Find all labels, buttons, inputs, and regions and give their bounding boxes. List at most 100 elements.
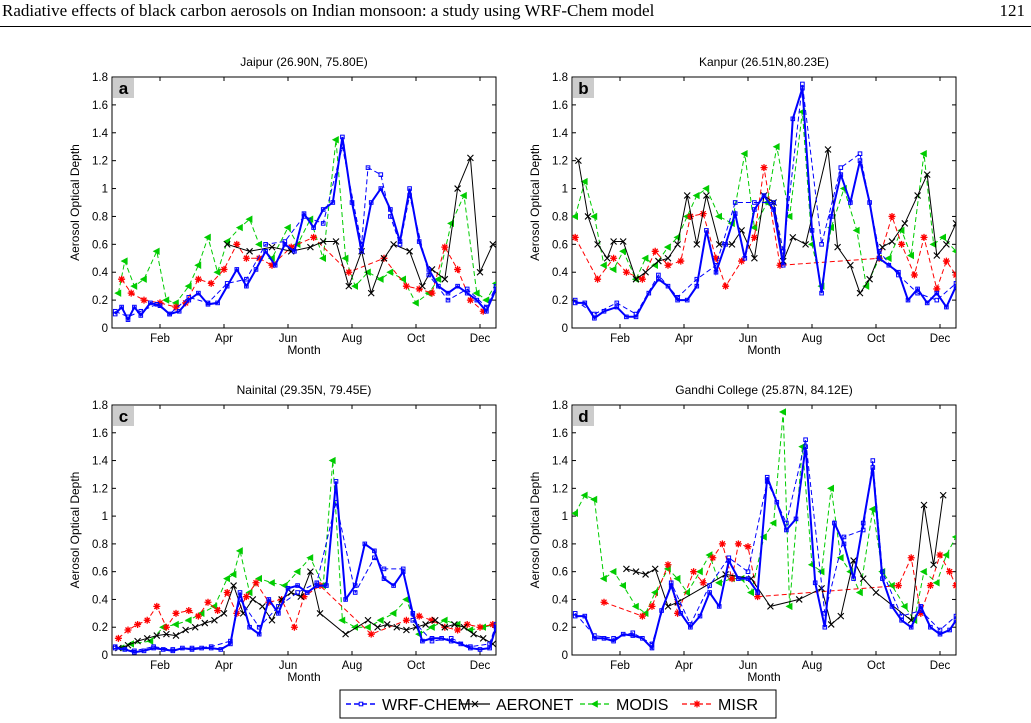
wrf-chem-point [780, 249, 786, 254]
x-axis-label: Month [747, 670, 780, 684]
misr-point [466, 296, 474, 304]
modis-point [951, 534, 956, 540]
aeronet-point [476, 268, 484, 276]
wrf-chem-point [208, 644, 214, 649]
wrf-chem-point [180, 645, 185, 651]
aeronet-point [728, 240, 736, 248]
wrf-chem-point [493, 624, 496, 630]
wrf-chem-point [301, 214, 307, 219]
legend-label-aeronet: AERONET [496, 697, 574, 714]
modis-point [580, 177, 588, 186]
wrf-chem-point [359, 249, 364, 254]
y-tick-label: 0.6 [92, 567, 108, 579]
aeronet-point [632, 275, 640, 283]
modis-point [855, 588, 863, 597]
wrf-chem-point [234, 267, 240, 272]
modis-point [341, 254, 349, 262]
wrf-chem-point [694, 276, 700, 282]
wrf-chem-point [848, 200, 853, 205]
wrf-chem-point [838, 165, 844, 170]
misr-point [268, 261, 276, 269]
y-tick-label: 0 [102, 650, 108, 662]
aeronet-point [342, 630, 349, 638]
wrf-chem-point [237, 597, 243, 602]
misr-point [223, 589, 231, 596]
wrf-chem-point [649, 645, 655, 651]
y-tick-label: 1.6 [552, 428, 568, 440]
x-axis-label: Month [747, 343, 780, 357]
aeronet-point [268, 616, 276, 624]
modis-point [434, 275, 442, 283]
wrf-chem-point [915, 286, 920, 292]
misr-point [207, 279, 215, 287]
x-tick-label: Aug [802, 660, 822, 672]
aeronet-point [859, 575, 867, 582]
wrf-chem-point [752, 200, 757, 205]
wrf-chem-point [793, 516, 799, 522]
modis-point [440, 616, 448, 624]
legend-marker-aeronet [471, 700, 479, 708]
aeronet-point [920, 501, 928, 509]
modis-point [631, 602, 639, 611]
wrf-chem-point [186, 297, 192, 303]
series-layer [572, 408, 956, 651]
wrf-chem-point [439, 636, 444, 641]
wrf-chem-point [592, 633, 597, 638]
wrf-chem-point [742, 255, 748, 261]
wrf-chem-point [119, 304, 124, 310]
modis-point [884, 254, 892, 262]
aeronet-point [419, 282, 426, 290]
wrf-chem-point [784, 527, 789, 533]
misr-point [143, 616, 151, 624]
wrf-chem-point [592, 315, 597, 321]
wrf-chem-point [809, 228, 815, 233]
wrf-chem-point [819, 242, 824, 247]
wrf-chem-point [448, 638, 454, 644]
wrf-chem-point [780, 262, 786, 268]
aeronet-point [422, 621, 429, 628]
wrf-chem-point [944, 304, 949, 310]
misr-point [664, 561, 672, 569]
misr-point [428, 289, 436, 297]
aeronet-point [751, 254, 758, 262]
aeronet-point [191, 623, 199, 631]
wrf-chem-point [764, 479, 770, 484]
panel-letter: b [578, 79, 588, 98]
wrf-chem-point [819, 290, 824, 296]
panel-title: Jaipur (26.90N, 75.80E) [240, 55, 367, 69]
wrf-chem-point [263, 242, 268, 247]
misr-point [910, 271, 918, 279]
chart-panel-a: 0 0.2 0.4 0.6 0.8 1 1.2 1.4 1.6 1.8 Feb Apr Jun Aug Oc… [68, 55, 497, 357]
y-tick-label: 0 [562, 650, 568, 662]
wrf-chem-point [899, 613, 904, 619]
x-tick-label: Dec [470, 333, 491, 345]
wrf-chem-point [592, 311, 597, 317]
misr-point [734, 540, 742, 548]
wrf-chem-point [684, 297, 690, 303]
wrf-chem-point [633, 314, 639, 320]
x-tick-label: Apr [675, 333, 693, 345]
wrf-chem-point [678, 611, 684, 616]
misr-point [942, 257, 950, 265]
wrf-chem-point [656, 272, 661, 278]
wrf-chem-point [953, 281, 956, 286]
modis-point [836, 554, 844, 562]
modis-point [319, 254, 326, 262]
modis-point [331, 136, 339, 144]
wrf-chem-point [247, 624, 252, 630]
page-number: 121 [999, 1, 1026, 20]
aeronet-point [223, 240, 231, 248]
misr-point [690, 568, 698, 576]
modis-point [932, 579, 940, 587]
modis-point [692, 191, 700, 200]
aeronet-point [307, 243, 314, 251]
y-tick-label: 1.4 [92, 456, 109, 468]
aeronet-point [594, 240, 601, 248]
wrf-chem-point [266, 597, 272, 602]
wrf-chem-point [790, 116, 796, 122]
modis-point [376, 275, 384, 283]
misr-point [194, 612, 202, 620]
wrf-chem-point [138, 308, 144, 314]
y-tick-label: 1.4 [552, 128, 569, 140]
wrf-chem-point [304, 590, 310, 595]
